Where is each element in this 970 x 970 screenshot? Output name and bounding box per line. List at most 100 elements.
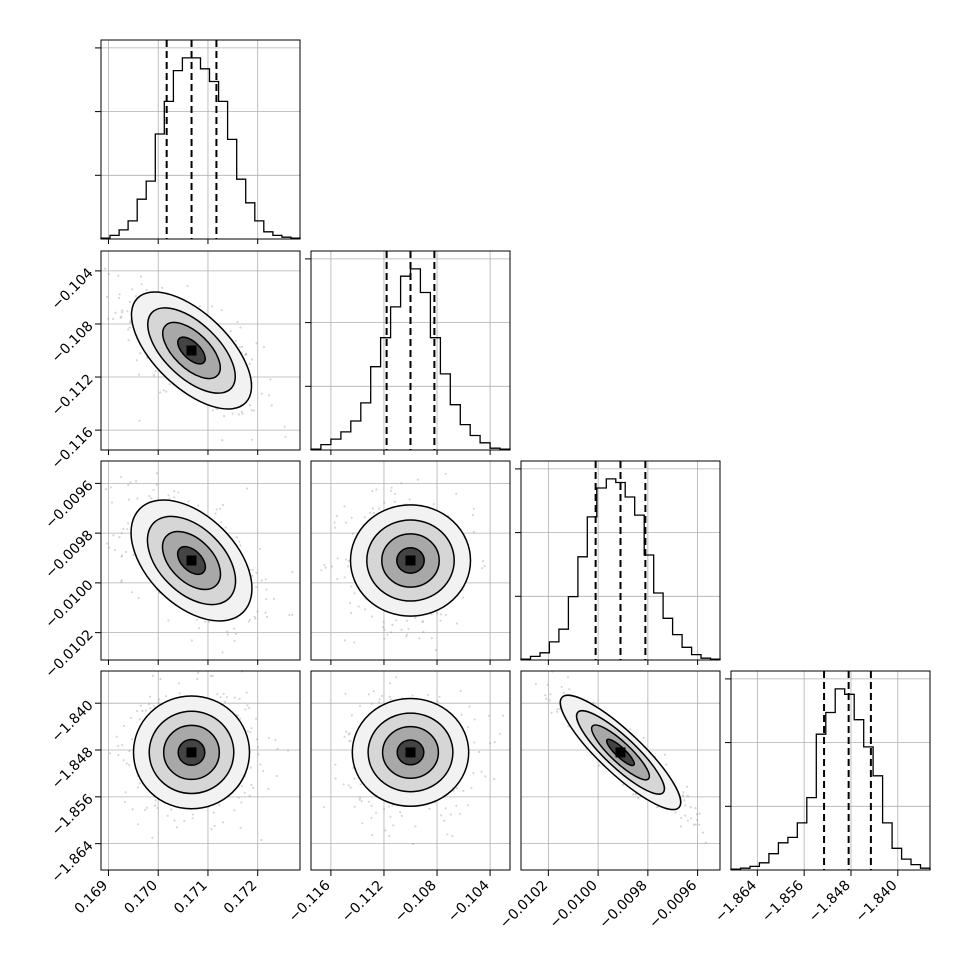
scatter-point <box>118 536 121 539</box>
scatter-point <box>466 726 470 729</box>
panel-frame <box>100 670 301 871</box>
scatter-point <box>460 713 463 716</box>
histogram-step <box>310 268 511 450</box>
scatter-point <box>371 507 374 510</box>
scatter-point <box>287 749 290 752</box>
scatter-point <box>546 683 549 687</box>
scatter-point <box>127 339 130 342</box>
scatter-point <box>455 492 458 495</box>
scatter-point <box>265 615 269 619</box>
scatter-point <box>367 800 370 803</box>
scatter-point <box>137 596 140 600</box>
scatter-point <box>265 598 268 601</box>
density-peak <box>186 345 197 356</box>
scatter-point <box>238 346 241 349</box>
scatter-point <box>418 637 421 640</box>
scatter-point <box>148 494 151 498</box>
scatter-point <box>422 630 425 634</box>
scatter-point <box>320 569 323 572</box>
scatter-point <box>466 804 469 807</box>
scatter-point <box>197 671 200 674</box>
scatter-point <box>264 611 267 614</box>
scatter-point <box>353 805 356 808</box>
panel-frame <box>310 250 511 451</box>
scatter-point <box>692 823 696 826</box>
scatter-point <box>255 738 259 741</box>
scatter-point <box>237 413 240 416</box>
scatter-point <box>406 633 409 636</box>
scatter-point <box>250 358 254 361</box>
scatter-point <box>272 597 276 601</box>
scatter-point <box>405 635 408 638</box>
scatter-point <box>248 618 251 621</box>
scatter-point <box>334 777 337 780</box>
scatter-point <box>247 730 250 733</box>
density-peak <box>615 747 626 758</box>
scatter-point <box>127 498 130 501</box>
scatter-point <box>239 717 242 720</box>
scatter-point <box>680 816 683 820</box>
scatter-point <box>154 369 157 373</box>
scatter-point <box>388 834 391 838</box>
scatter-point <box>350 611 353 615</box>
scatter-point <box>139 704 142 707</box>
scatter-point <box>213 824 216 828</box>
scatter-point <box>421 620 425 623</box>
scatter-point <box>291 571 294 574</box>
scatter-point <box>126 310 129 313</box>
scatter-point <box>534 682 537 686</box>
scatter-point <box>219 696 222 699</box>
scatter-point <box>122 759 125 762</box>
scatter-point <box>414 825 417 828</box>
scatter-point <box>132 553 135 557</box>
scatter-point <box>334 526 337 529</box>
scatter-point <box>405 619 408 623</box>
scatter-point <box>159 391 162 394</box>
scatter-point <box>383 807 386 810</box>
scatter-point <box>168 383 171 386</box>
scatter-point <box>391 623 394 627</box>
scatter-point <box>446 833 449 836</box>
scatter-point <box>455 804 458 808</box>
scatter-point <box>239 326 242 329</box>
scatter-point <box>436 700 439 703</box>
scatter-point <box>498 732 501 735</box>
scatter-point <box>125 550 128 554</box>
scatter-point <box>157 701 160 705</box>
scatter-point <box>267 736 270 739</box>
histogram-step <box>100 57 301 239</box>
scatter-point <box>218 804 221 807</box>
scatter-point <box>351 532 354 536</box>
scatter-point <box>104 488 108 491</box>
scatter-point <box>155 472 158 475</box>
scatter-point <box>685 785 689 788</box>
panel-frame <box>730 670 931 871</box>
scatter-point <box>562 691 565 695</box>
scatter-point <box>682 791 685 794</box>
scatter-point <box>221 651 224 654</box>
scatter-point <box>224 526 227 529</box>
scatter-point <box>131 288 134 291</box>
scatter-point <box>152 488 155 492</box>
x-tick-label: −1.864 <box>712 877 760 925</box>
scatter-point <box>244 708 247 711</box>
scatter-point <box>136 786 140 789</box>
histogram-step <box>520 478 721 660</box>
scatter-point <box>115 735 118 738</box>
scatter-point <box>264 578 267 581</box>
scatter-point <box>359 783 362 786</box>
scatter-point <box>221 439 224 442</box>
scatter-point <box>237 796 240 799</box>
scatter-point <box>204 620 207 623</box>
scatter-point <box>384 829 387 832</box>
scatter-point <box>270 404 273 407</box>
scatter-point <box>127 483 130 487</box>
scatter-point <box>428 807 431 811</box>
scatter-point <box>378 507 381 510</box>
x-tick-label: 0.169 <box>72 878 112 918</box>
scatter-point <box>274 738 277 742</box>
scatter-point <box>129 321 132 324</box>
scatter-point <box>107 317 110 320</box>
scatter-point <box>167 619 170 622</box>
scatter-point <box>395 676 398 679</box>
